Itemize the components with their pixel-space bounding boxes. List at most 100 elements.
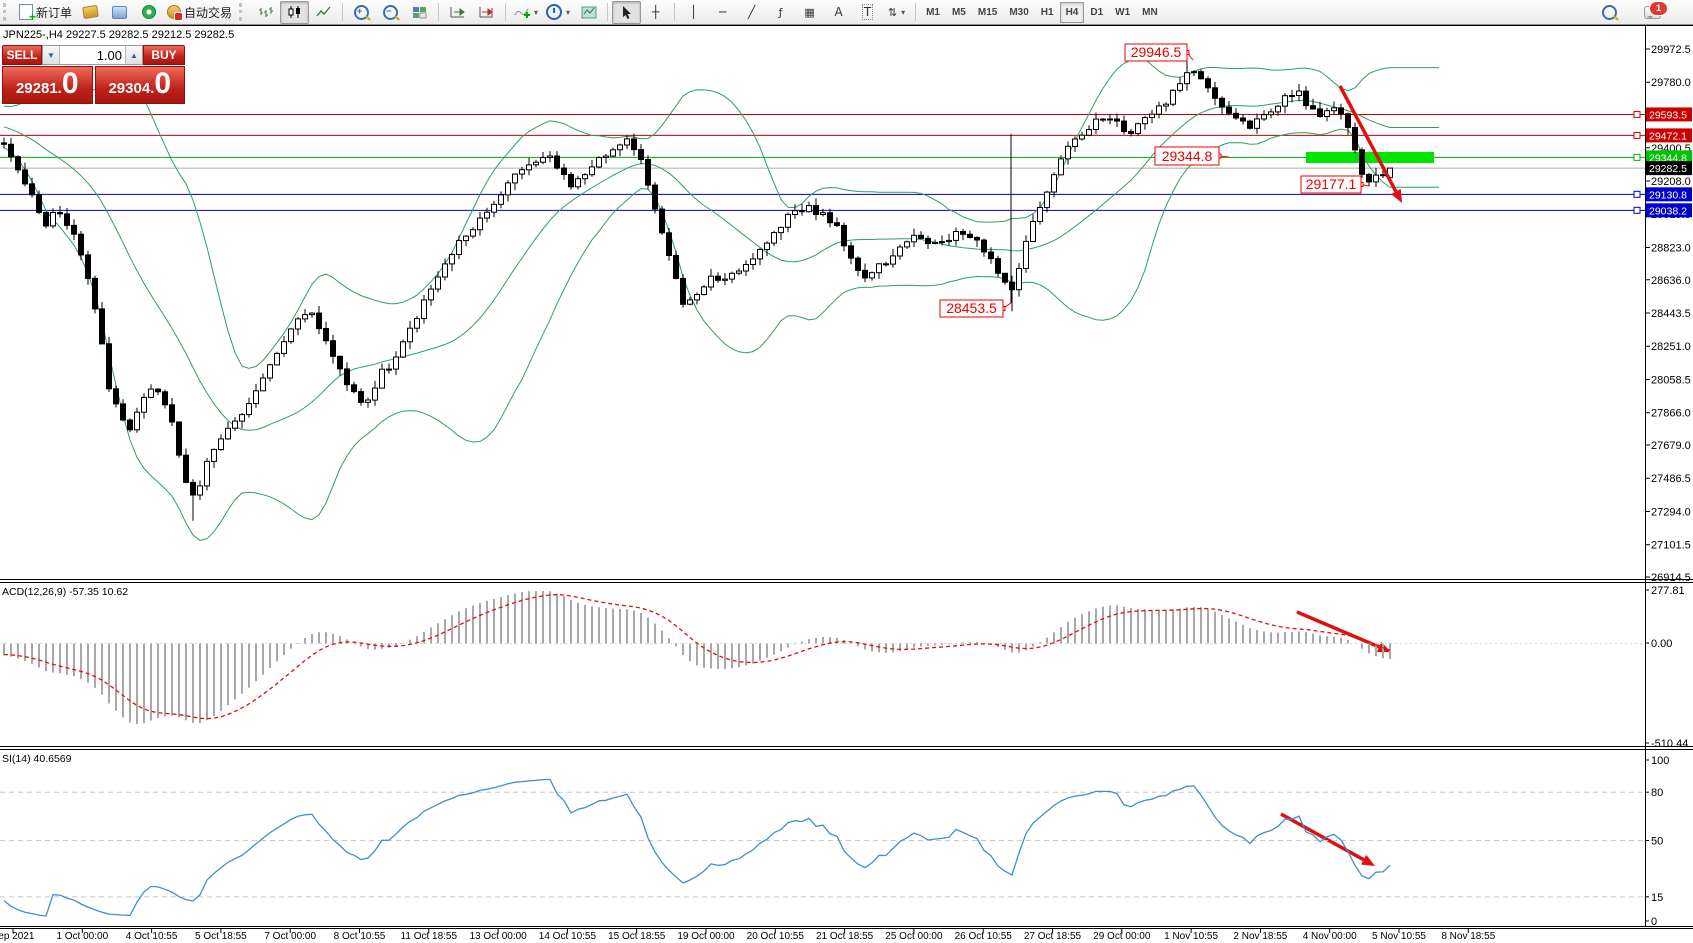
search-button[interactable] xyxy=(1595,1,1624,24)
timeframe-h4[interactable]: H4 xyxy=(1059,1,1085,23)
candle-body xyxy=(813,205,819,216)
bollinger-upper-band[interactable] xyxy=(3,57,1439,369)
timeframe-mn[interactable]: MN xyxy=(1142,6,1158,18)
main-pane[interactable] xyxy=(0,53,1645,541)
time-axis-label: 11 Oct 18:55 xyxy=(401,931,458,942)
zoom-in-button[interactable]: + xyxy=(347,1,376,24)
price-annotation-box[interactable] xyxy=(1154,146,1220,166)
market-button[interactable] xyxy=(76,1,105,24)
text-tool-button[interactable]: A xyxy=(824,1,853,24)
periods-dropdown-arrow[interactable]: ▾ xyxy=(566,7,571,17)
signals-button[interactable] xyxy=(134,1,163,24)
green-highlight-zone[interactable] xyxy=(1306,152,1434,163)
candle-body xyxy=(218,438,224,450)
sell-button[interactable]: SELL xyxy=(2,45,42,65)
indicators-button[interactable]: ▾ xyxy=(510,1,542,24)
new-order-button[interactable]: 新订单 xyxy=(15,1,76,24)
candle-body xyxy=(106,343,112,390)
candle-body xyxy=(435,276,441,290)
candle-body xyxy=(407,327,413,343)
candle-body xyxy=(442,263,448,278)
periods-button[interactable]: ▾ xyxy=(542,1,574,24)
toolbar-grip[interactable] xyxy=(3,3,11,21)
macd-trend-arrow[interactable] xyxy=(1296,610,1380,649)
timeframe-d1[interactable]: D1 xyxy=(1090,6,1104,18)
candle-body xyxy=(960,231,966,235)
buy-button[interactable]: BUY xyxy=(143,45,185,65)
cursor-tool-button[interactable] xyxy=(612,0,642,24)
timeframe-m5[interactable]: M5 xyxy=(951,6,966,18)
candle-body xyxy=(1,142,7,145)
candlestick-chart-button[interactable] xyxy=(280,0,310,24)
sell-price: 29281. xyxy=(15,80,62,97)
price-annotation-box[interactable] xyxy=(939,299,1004,318)
chart-shift-button[interactable] xyxy=(472,1,501,24)
volume-decrease-button[interactable]: ▼ xyxy=(43,46,60,64)
text-label-tool-button[interactable]: T xyxy=(853,1,882,24)
trendline-tool-button[interactable]: ╱ xyxy=(737,1,766,24)
candle-body xyxy=(778,226,784,234)
timeframe-w1[interactable]: W1 xyxy=(1115,6,1131,18)
indicators-dropdown-arrow[interactable]: ▾ xyxy=(534,7,539,17)
vps-button[interactable] xyxy=(105,1,134,24)
candle-body xyxy=(190,481,196,496)
time-axis-label: 21 Oct 18:55 xyxy=(816,931,874,942)
price-annotation-box[interactable] xyxy=(1300,175,1362,194)
price-tag xyxy=(1646,187,1692,202)
line-end-marker[interactable] xyxy=(1633,131,1641,139)
line-end-marker[interactable] xyxy=(1633,190,1641,198)
line-end-marker[interactable] xyxy=(1633,206,1641,214)
fibonacci-tool-button[interactable]: ▦ xyxy=(795,1,824,24)
timeframe-m1[interactable]: M1 xyxy=(926,6,940,18)
candle-body xyxy=(491,203,497,213)
zoom-out-button[interactable]: − xyxy=(376,1,405,24)
bollinger-middle-band[interactable] xyxy=(3,100,1439,431)
price-tag xyxy=(1646,107,1692,122)
candle-body xyxy=(540,157,546,163)
autotrade-button[interactable]: 自动交易 xyxy=(163,1,236,24)
sell-price-box[interactable]: 29281. 0 xyxy=(2,66,93,104)
line-end-marker[interactable] xyxy=(1633,110,1641,118)
timeframe-h1[interactable]: H1 xyxy=(1040,6,1054,18)
volume-increase-button[interactable]: ▲ xyxy=(125,46,142,64)
price-tick-label: 28443.5 xyxy=(1651,308,1691,320)
cursor-icon xyxy=(622,6,631,19)
toolbar-grip[interactable] xyxy=(239,3,247,21)
vertical-line-tool-button[interactable]: │ xyxy=(679,1,708,24)
volume-input[interactable] xyxy=(60,46,125,64)
horizontal-line-tool-button[interactable]: ─ xyxy=(708,1,737,24)
candle-body xyxy=(1121,120,1127,133)
candle-body xyxy=(1058,158,1064,176)
equidistant-channel-tool-button[interactable]: ƒ xyxy=(766,1,795,24)
signals-icon xyxy=(141,5,156,19)
rsi-pane[interactable] xyxy=(0,778,1645,917)
arrows-dropdown-arrow[interactable]: ▾ xyxy=(901,7,906,17)
candle-body xyxy=(127,419,133,431)
notifications-button[interactable]: 1 xyxy=(1638,0,1668,24)
candle-body xyxy=(610,149,616,157)
candle-body xyxy=(365,399,371,403)
bar-chart-button[interactable] xyxy=(251,1,280,24)
auto-scroll-button[interactable] xyxy=(443,1,472,24)
candle-body xyxy=(176,421,182,456)
main-trend-arrow[interactable] xyxy=(1338,85,1398,193)
templates-button[interactable] xyxy=(574,1,603,24)
candle-body xyxy=(232,420,238,429)
crosshair-tool-button[interactable]: ┼ xyxy=(641,1,670,24)
buy-price-box[interactable]: 29304. 0 xyxy=(94,66,185,104)
arrows-tool-button[interactable]: ⇅ ▾ xyxy=(882,1,911,24)
rsi-trend-arrow[interactable] xyxy=(1280,812,1365,862)
price-annotation-box[interactable] xyxy=(1124,43,1188,62)
tile-windows-button[interactable] xyxy=(405,1,434,24)
line-end-marker[interactable] xyxy=(1633,153,1641,161)
candle-body xyxy=(1247,120,1253,129)
timeframe-m30[interactable]: M30 xyxy=(1009,6,1029,18)
macd-pane[interactable] xyxy=(0,591,1645,725)
toolbar-separator xyxy=(915,3,917,21)
candle-body xyxy=(708,275,714,288)
line-chart-button[interactable] xyxy=(309,1,338,24)
candle-body xyxy=(876,263,882,274)
rsi-scale-label: 15 xyxy=(1651,892,1663,904)
timeframe-m15[interactable]: M15 xyxy=(977,6,998,18)
